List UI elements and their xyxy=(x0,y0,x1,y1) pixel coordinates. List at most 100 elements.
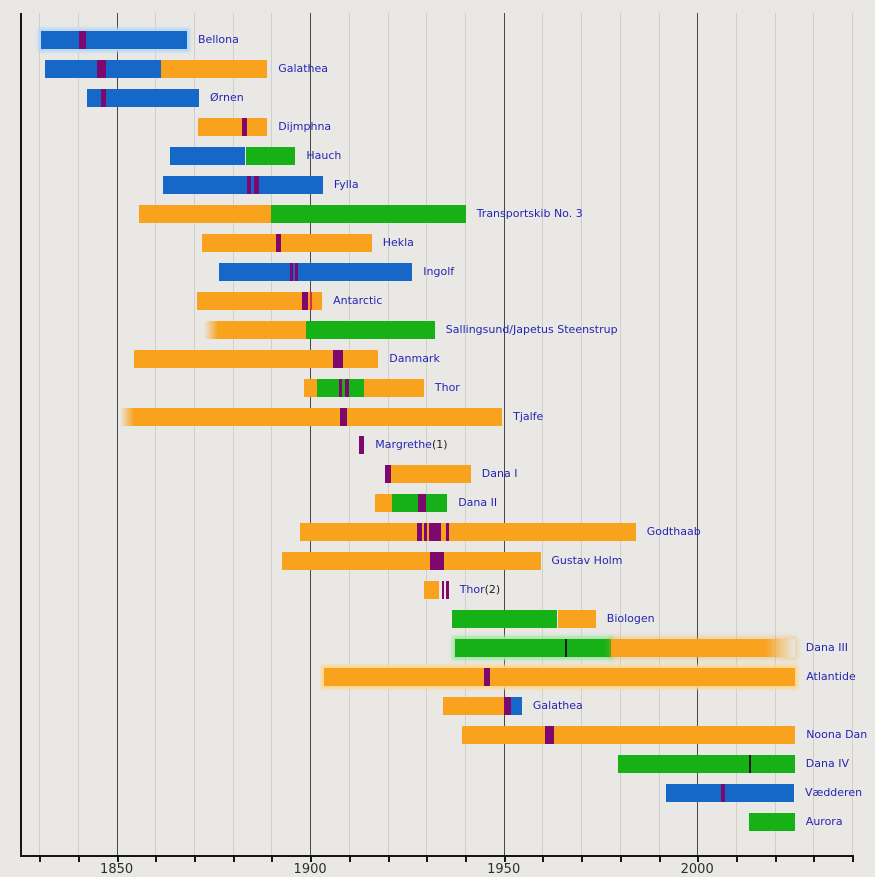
ship-label: Transportskib No. 3 xyxy=(477,207,583,220)
marker-purple xyxy=(418,494,427,513)
ship-name: Godthaab xyxy=(646,525,701,539)
ship-name: Dana II xyxy=(458,496,498,510)
axis-tick xyxy=(77,857,80,862)
ship-name: Thor xyxy=(434,380,460,394)
ship-name: Bellona xyxy=(198,33,239,46)
ship-label: Bellona xyxy=(198,34,239,46)
ship-name: Atlantide xyxy=(806,670,856,684)
ship-name: Hauch xyxy=(306,148,342,162)
marker-purple xyxy=(429,523,441,542)
bar-segment-orange xyxy=(202,233,372,252)
axis-tick-label: 1850 xyxy=(100,862,134,877)
ship-label: Ingolf xyxy=(423,264,455,278)
marker-purple xyxy=(358,436,365,455)
gridline-minor xyxy=(542,13,544,855)
ship-label: Hekla xyxy=(383,236,414,249)
ship-label: Dana IV xyxy=(806,758,849,770)
ship-name: Aurora xyxy=(805,814,843,828)
bar-segment-orange xyxy=(303,378,317,397)
marker-purple xyxy=(254,175,259,194)
ship-name: Dana I xyxy=(481,467,518,481)
gridline-minor xyxy=(348,13,350,855)
marker-purple xyxy=(78,31,86,49)
axis-tick xyxy=(310,857,313,862)
marker-purple xyxy=(101,88,106,107)
bar-segment-green xyxy=(454,639,612,658)
marker-purple xyxy=(333,349,344,368)
marker-purple xyxy=(276,233,282,252)
ship-label: Atlantide xyxy=(806,671,856,683)
ship-label: Sallingsund/Japetus Steenstrup xyxy=(445,322,618,336)
bar-segment-orange xyxy=(461,726,796,744)
axis-tick-label: 1950 xyxy=(487,862,521,877)
gridline-minor xyxy=(77,13,79,855)
bar-segment-blue xyxy=(163,175,323,194)
marker-red xyxy=(309,291,313,310)
marker-purple xyxy=(294,262,299,281)
marker-purple xyxy=(339,407,347,426)
gridline-minor xyxy=(155,13,157,855)
bar-segment-blue xyxy=(218,262,413,281)
marker-purple xyxy=(97,60,107,78)
bar-segment-orange xyxy=(300,523,636,542)
bar-segment-orange xyxy=(442,697,505,716)
gridline-minor xyxy=(39,13,41,855)
ship-name: Thor xyxy=(459,583,485,597)
marker-black xyxy=(749,755,752,773)
ship-label: Dana I xyxy=(482,468,518,480)
ship-name: Margrethe xyxy=(375,438,432,452)
gridline-minor xyxy=(426,13,428,855)
axis-tick xyxy=(503,857,506,862)
ship-label: Antarctic xyxy=(333,294,382,307)
axis-tick xyxy=(542,857,545,862)
ship-label: Margrethe(1) xyxy=(375,439,447,451)
gridline-minor xyxy=(619,13,621,855)
ship-name: Gustav Holm xyxy=(551,554,623,568)
bar-segment-orange xyxy=(363,378,424,397)
ship-name: Ørnen xyxy=(210,90,244,104)
gridline-minor xyxy=(194,13,195,855)
ship-name: Biologen xyxy=(606,612,655,626)
marker-purple xyxy=(429,552,444,571)
gridline-minor xyxy=(735,13,737,855)
ship-name: Dana IV xyxy=(805,757,849,770)
marker-purple xyxy=(247,175,251,194)
ship-label: Galathea xyxy=(278,63,328,75)
bar-segment-blue xyxy=(170,146,246,165)
bar-segment-blue xyxy=(665,784,794,802)
axis-tick xyxy=(426,857,429,862)
axis-tick xyxy=(348,857,351,862)
ship-label: Thor(2) xyxy=(460,584,501,596)
marker-purple xyxy=(384,465,392,484)
ship-label: Godthaab xyxy=(647,526,701,538)
ship-name: Fylla xyxy=(333,177,359,191)
bar-segment-green xyxy=(748,812,795,831)
marker-purple xyxy=(338,378,343,397)
marker-purple xyxy=(417,523,422,542)
marker-purple xyxy=(345,378,349,397)
axis-tick xyxy=(39,857,42,862)
ship-name-suffix: (2) xyxy=(484,583,501,597)
marker-purple xyxy=(301,291,309,310)
ship-name: Sallingsund/Japetus Steenstrup xyxy=(445,322,618,336)
ship-name: Dijmphna xyxy=(278,119,332,133)
bar-segment-green xyxy=(306,320,435,339)
axis-tick xyxy=(387,857,390,862)
y-axis-line xyxy=(20,13,22,857)
gridline-minor xyxy=(271,13,273,855)
axis-tick xyxy=(194,857,196,862)
marker-black xyxy=(565,639,568,658)
axis-tick-label: 2000 xyxy=(680,862,714,877)
bar-segment-orange xyxy=(120,407,503,426)
ship-name: Vædderen xyxy=(805,786,863,799)
ship-label: Galathea xyxy=(533,700,583,712)
gridline-minor xyxy=(774,13,776,855)
gridline-minor xyxy=(581,13,583,855)
marker-purple xyxy=(446,581,449,600)
axis-tick xyxy=(581,857,584,862)
ship-name: Ingolf xyxy=(423,264,455,278)
gridline-minor xyxy=(813,13,815,855)
ship-label: Dana II xyxy=(458,497,497,509)
bar-segment-orange xyxy=(160,60,268,78)
